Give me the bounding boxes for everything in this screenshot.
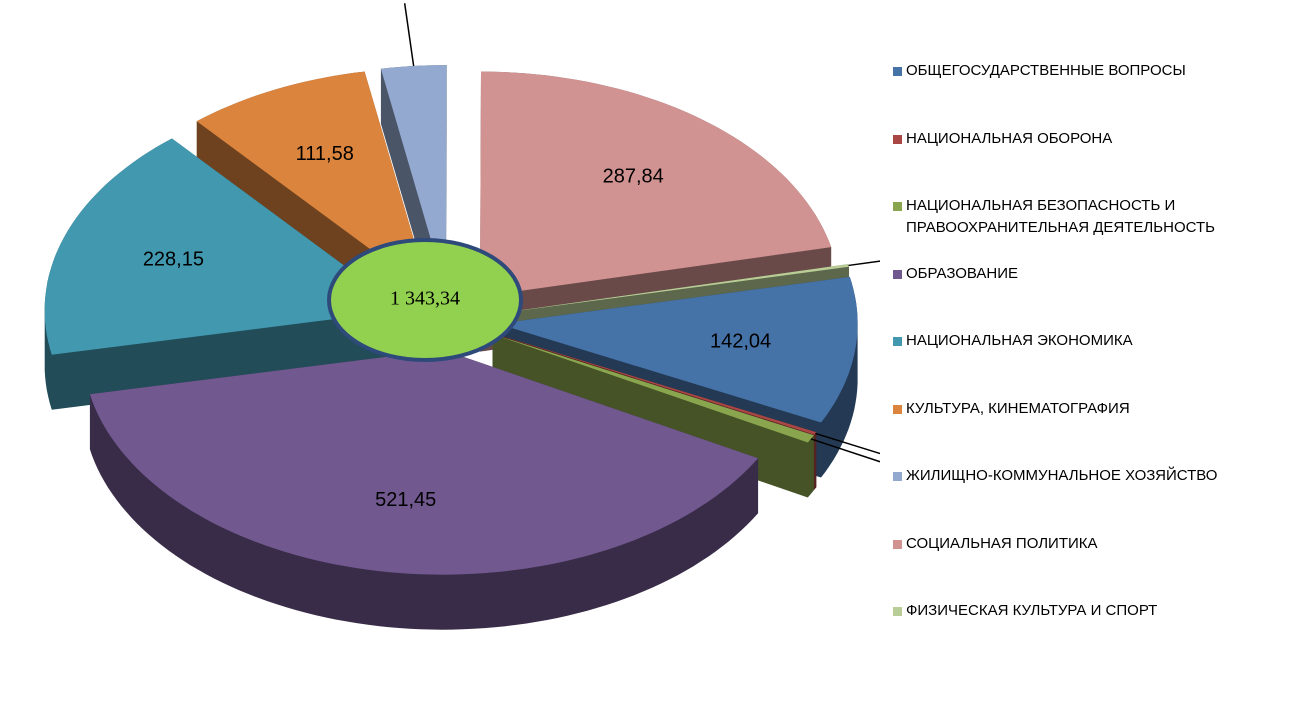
legend-swatch	[893, 607, 902, 616]
data-label: 521,45	[375, 489, 436, 511]
legend-item: ЖИЛИЩНО-КОММУНАЛЬНОЕ ХОЗЯЙСТВО	[893, 465, 1253, 533]
data-label: 287,84	[603, 166, 664, 188]
legend-swatch	[893, 67, 902, 76]
legend-label: ЖИЛИЩНО-КОММУНАЛЬНОЕ ХОЗЯЙСТВО	[906, 467, 1218, 484]
slice	[497, 276, 858, 423]
legend-item: СОЦИАЛЬНАЯ ПОЛИТИКА	[893, 533, 1253, 601]
legend-label: КУЛЬТУРА, КИНЕМАТОГРАФИЯ	[906, 399, 1130, 417]
slice	[496, 264, 849, 314]
legend-label: СОЦИАЛЬНАЯ ПОЛИТИКА	[906, 534, 1098, 552]
legend-swatch	[893, 472, 902, 481]
legend-item: НАЦИОНАЛЬНАЯ ЭКОНОМИКА	[893, 330, 1253, 398]
leader-line	[848, 260, 880, 267]
data-label: 111,58	[296, 143, 354, 165]
total-label: 1 343,34	[390, 288, 460, 310]
legend-label: НАЦИОНАЛЬНАЯ БЕЗОПАСНОСТЬ И ПРАВООХРАНИТ…	[906, 197, 1215, 236]
legend-swatch	[893, 539, 902, 549]
legend-item: ОБРАЗОВАНИЕ	[893, 263, 1253, 331]
data-label: 228,15	[143, 248, 204, 270]
legend-item: ОБЩЕГОСУДАРСТВЕННЫЕ ВОПРОСЫ	[893, 60, 1253, 128]
slice	[196, 71, 430, 293]
legend-item: КУЛЬТУРА, КИНЕМАТОГРАФИЯ	[893, 398, 1253, 466]
legend-swatch	[893, 337, 902, 346]
leader-line	[815, 432, 880, 455]
legend-label: ФИЗИЧЕСКАЯ КУЛЬТУРА И СПОРТ	[906, 602, 1158, 619]
legend-item: НАЦИОНАЛЬНАЯ ОБОРОНА	[893, 128, 1253, 196]
legend-item: ФИЗИЧЕСКАЯ КУЛЬТУРА И СПОРТ	[893, 600, 1253, 668]
legend: ОБЩЕГОСУДАРСТВЕННЫЕ ВОПРОСЫ НАЦИОНАЛЬНАЯ …	[893, 60, 1253, 668]
legend-label: НАЦИОНАЛЬНАЯ ОБОРОНА	[906, 129, 1113, 147]
slice	[492, 334, 814, 443]
slice	[480, 71, 832, 297]
slice	[493, 333, 817, 435]
total-ellipse	[327, 238, 523, 362]
legend-label: НАЦИОНАЛЬНАЯ ЭКОНОМИКА	[906, 332, 1133, 349]
slice	[380, 65, 447, 291]
legend-swatch	[893, 134, 902, 144]
chart: 39,31111,58287,84228,152,64142,042,607,7…	[44, 3, 880, 630]
leader-line	[810, 438, 880, 463]
legend-label: ОБРАЗОВАНИЕ	[906, 264, 1019, 282]
leader-line	[403, 3, 415, 67]
legend-item: НАЦИОНАЛЬНАЯ БЕЗОПАСНОСТЬ И ПРАВООХРАНИТ…	[893, 195, 1253, 263]
legend-swatch	[893, 404, 902, 414]
slice	[89, 349, 759, 575]
legend-label: ОБЩЕГОСУДАРСТВЕННЫЕ ВОПРОСЫ	[906, 62, 1186, 79]
legend-swatch	[893, 202, 902, 211]
data-label: 142,04	[710, 331, 771, 353]
legend-swatch	[893, 269, 902, 279]
slice	[44, 138, 405, 355]
